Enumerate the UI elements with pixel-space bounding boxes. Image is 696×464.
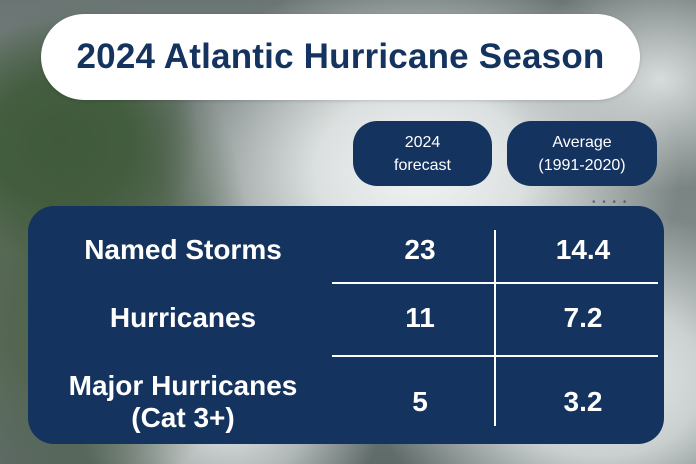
column-divider	[494, 230, 496, 426]
named-storms-forecast: 23	[404, 234, 436, 265]
major-hurricanes-label-line1: Major Hurricanes	[68, 370, 298, 401]
major-hurricanes-forecast: 5	[412, 386, 428, 417]
forecast-header-line2: forecast	[394, 156, 451, 174]
forecast-header-line1: 2024	[404, 133, 441, 151]
row-label-hurricanes: Hurricanes	[109, 302, 257, 333]
table-row: Named Storms 23 14.4	[28, 206, 664, 282]
title-banner: 2024 Atlantic Hurricane Season	[41, 14, 640, 100]
average-header-line2: (1991-2020)	[538, 156, 626, 174]
decorative-dots: • • • •	[592, 197, 629, 208]
hurricanes-forecast: 11	[405, 302, 435, 333]
row-label-major-hurricanes: Major Hurricanes (Cat 3+)	[38, 370, 328, 434]
hurricanes-average: 7.2	[563, 302, 603, 333]
column-header-average: Average (1991-2020)	[507, 121, 657, 186]
table-row: Hurricanes 11 7.2	[28, 282, 664, 356]
column-header-forecast: 2024 forecast	[353, 121, 492, 186]
table-row: Major Hurricanes (Cat 3+) 5 3.2	[28, 356, 664, 444]
major-hurricanes-label-line2: (Cat 3+)	[131, 402, 235, 433]
stats-table: Named Storms 23 14.4 Hurricanes 11 7.2 M…	[28, 206, 664, 444]
named-storms-average: 14.4	[555, 234, 611, 265]
page-title: 2024 Atlantic Hurricane Season	[76, 37, 605, 76]
major-hurricanes-average: 3.2	[563, 386, 603, 417]
average-header-line1: Average	[552, 133, 612, 151]
row-label-named-storms: Named Storms	[84, 234, 282, 265]
